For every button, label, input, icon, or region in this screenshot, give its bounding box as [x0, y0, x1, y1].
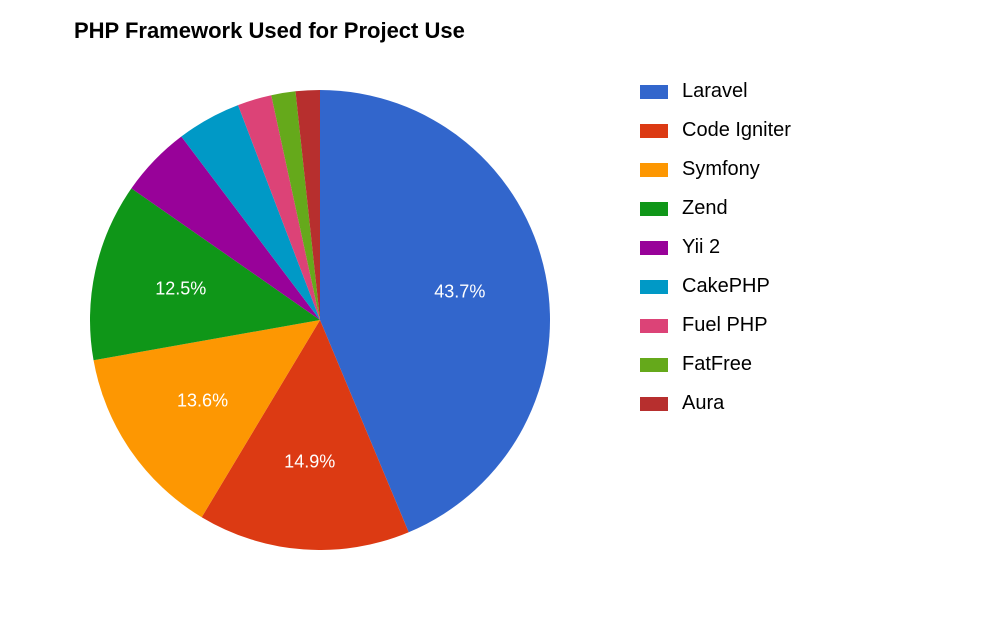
legend-item: Yii 2: [640, 236, 791, 259]
legend-label: Fuel PHP: [682, 314, 768, 337]
legend-swatch: [640, 397, 668, 411]
legend-label: Laravel: [682, 80, 748, 103]
legend-item: FatFree: [640, 353, 791, 376]
chart-title: PHP Framework Used for Project Use: [74, 18, 465, 44]
legend-item: Aura: [640, 392, 791, 415]
slice-label: 13.6%: [177, 390, 228, 411]
slice-label: 12.5%: [155, 279, 206, 300]
legend-item: Fuel PHP: [640, 314, 791, 337]
legend: Laravel Code Igniter Symfony Zend Yii 2 CakeP…: [640, 80, 791, 431]
legend-swatch: [640, 85, 668, 99]
legend-item: Zend: [640, 197, 791, 220]
legend-label: CakePHP: [682, 275, 770, 298]
legend-swatch: [640, 319, 668, 333]
legend-swatch: [640, 202, 668, 216]
legend-swatch: [640, 280, 668, 294]
slice-label: 43.7%: [434, 281, 485, 302]
legend-item: Code Igniter: [640, 119, 791, 142]
legend-swatch: [640, 124, 668, 138]
legend-label: Symfony: [682, 158, 760, 181]
legend-item: Symfony: [640, 158, 791, 181]
legend-label: Code Igniter: [682, 119, 791, 142]
pie-chart: 43.7% 14.9% 13.6% 12.5%: [90, 90, 550, 550]
legend-label: FatFree: [682, 353, 752, 376]
legend-label: Zend: [682, 197, 728, 220]
slice-label: 14.9%: [284, 452, 335, 473]
legend-swatch: [640, 241, 668, 255]
legend-item: CakePHP: [640, 275, 791, 298]
legend-swatch: [640, 163, 668, 177]
pie-svg: [90, 90, 550, 550]
legend-label: Yii 2: [682, 236, 720, 259]
legend-label: Aura: [682, 392, 724, 415]
chart-container: PHP Framework Used for Project Use 43.7%…: [0, 0, 984, 641]
legend-item: Laravel: [640, 80, 791, 103]
legend-swatch: [640, 358, 668, 372]
